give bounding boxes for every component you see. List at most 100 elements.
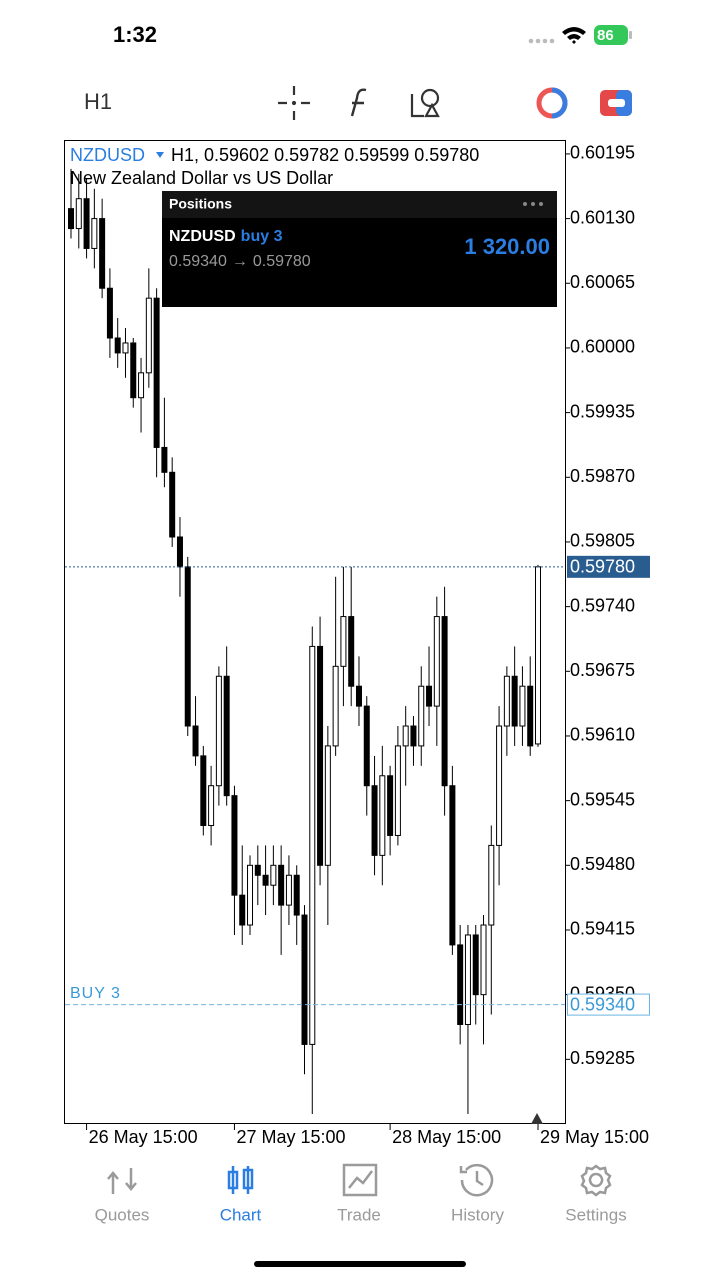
tab-icon: [459, 1163, 494, 1197]
panel-header: [162, 191, 557, 218]
candle-body: [472, 934, 479, 996]
candle-body: [379, 775, 386, 856]
plot: [65, 153, 570, 1130]
x-tick-label: 29 May 15:00: [540, 1127, 649, 1147]
ohlc-header: H1, 0.59602 0.59782 0.59599 0.59780: [171, 145, 479, 165]
tab[interactable]: Chart: [220, 1166, 262, 1224]
candle-body: [332, 665, 339, 747]
candle-body: [83, 198, 90, 249]
home-indicator: [254, 1261, 466, 1267]
candle-body: [527, 685, 534, 747]
arrow: →: [232, 253, 248, 270]
candle-body: [488, 844, 495, 926]
trade-button[interactable]: [600, 90, 632, 116]
position-tag: [567, 993, 650, 1016]
candle-body: [254, 864, 261, 876]
candle-body: [441, 616, 448, 787]
tab[interactable]: Quotes: [95, 1168, 150, 1224]
y-tick-label: 0.59610: [570, 725, 635, 745]
symbol[interactable]: NZDUSD: [70, 145, 145, 165]
battery-tip: [629, 31, 632, 39]
position-prices: 0.59340 → 0.59780: [169, 253, 311, 270]
price-tag: [567, 555, 650, 578]
y-tick-label: 0.59740: [570, 595, 635, 615]
symbol-dropdown[interactable]: [156, 152, 164, 158]
candle-body: [317, 645, 324, 866]
shift-marker: [531, 1113, 543, 1124]
tab-icon: [342, 1163, 378, 1197]
candle-body: [348, 616, 355, 687]
tab[interactable]: Trade: [337, 1163, 381, 1224]
y-tick-label: 0.60130: [570, 207, 635, 227]
tab[interactable]: History: [451, 1163, 504, 1224]
candle-body: [208, 785, 215, 827]
candle-body: [464, 934, 471, 1026]
candle-body: [169, 471, 176, 538]
wifi: [562, 27, 586, 44]
candle-body: [192, 725, 199, 757]
position-profit: 1 320.00: [464, 234, 550, 259]
panel-title: Positions: [169, 196, 232, 212]
indicators-button[interactable]: [350, 88, 367, 117]
candle-body: [480, 924, 487, 996]
signals-button[interactable]: [536, 87, 568, 119]
candle-body: [223, 675, 230, 797]
candle-body: [519, 685, 526, 727]
position-tag-label: 0.59340: [570, 994, 635, 1014]
candle-body: [153, 297, 160, 448]
candle-body: [433, 616, 440, 707]
candle-body: [130, 342, 137, 399]
candle-body: [114, 337, 121, 354]
candle-body: [363, 705, 370, 787]
candle-body: [457, 944, 464, 1026]
candle-body: [122, 342, 129, 354]
position-side: buy 3: [241, 228, 283, 245]
y-tick-label: 0.60000: [570, 337, 635, 357]
battery-level: 86: [597, 27, 614, 44]
crosshair-button[interactable]: [278, 86, 310, 120]
y-tick-label: 0.59870: [570, 466, 635, 486]
objects-button[interactable]: [410, 88, 440, 118]
candle-body: [426, 685, 433, 707]
y-tick-label: 0.59805: [570, 531, 635, 551]
current-price: 0.59780: [253, 253, 311, 270]
candle-body: [231, 795, 238, 896]
y-tick-label: 0.60195: [570, 143, 635, 163]
tab-icon: [580, 1164, 612, 1197]
candle-body: [301, 914, 308, 1045]
signal: [528, 38, 555, 44]
position-title: NZDUSD buy 3: [169, 228, 283, 245]
candle-body: [535, 566, 541, 745]
tab-bar: Quotes Chart Trade History Settings: [95, 1163, 627, 1224]
open-price: 0.59340: [169, 253, 227, 270]
candle-body: [278, 864, 285, 906]
candle-body: [99, 218, 106, 289]
candle-body: [324, 745, 331, 866]
candle-body: [418, 685, 425, 747]
panel-menu[interactable]: [523, 202, 543, 206]
candle-body: [239, 894, 246, 926]
candle-body: [200, 755, 207, 827]
candle-body: [387, 775, 394, 836]
candle-body: [68, 208, 74, 230]
candle-body: [293, 874, 300, 916]
candle-body: [503, 675, 510, 727]
tab[interactable]: Settings: [565, 1164, 627, 1224]
y-tick-label: 0.60065: [570, 272, 635, 292]
candle-body: [106, 287, 113, 339]
x-tick-label: 27 May 15:00: [236, 1127, 345, 1147]
candle-body: [511, 675, 518, 727]
tab-label: Settings: [565, 1205, 626, 1224]
battery: [594, 25, 628, 45]
candle-body: [410, 725, 417, 747]
candle-body: [161, 446, 168, 473]
candle-body: [309, 645, 316, 1045]
candle-body: [355, 685, 362, 707]
timeframe-button[interactable]: H1: [84, 89, 112, 114]
clock: 1:32: [113, 22, 157, 47]
positions-panel[interactable]: Positions NZDUSD buy 3 0.59340 → 0.59780 1 …: [162, 191, 557, 307]
candle-body: [215, 675, 222, 787]
y-tick-label: 0.59675: [570, 660, 635, 680]
y-tick-label: 0.59480: [570, 854, 635, 874]
